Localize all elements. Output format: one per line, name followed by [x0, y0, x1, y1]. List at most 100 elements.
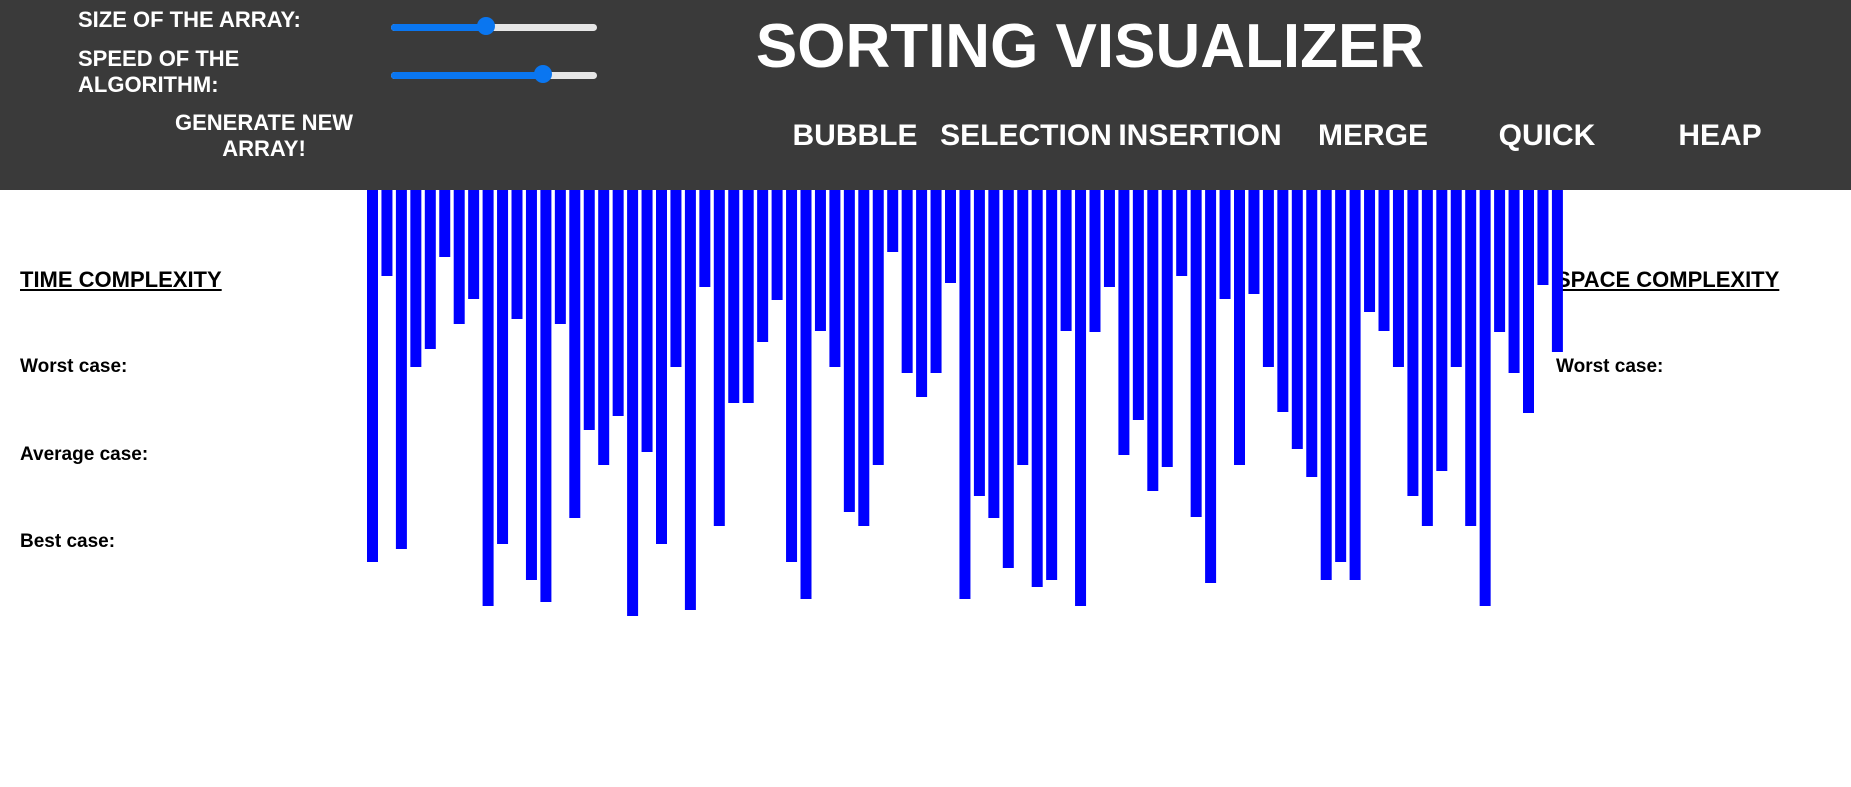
array-bar — [1277, 190, 1289, 412]
selection-sort-button[interactable]: SELECTION — [940, 119, 1112, 152]
array-bar — [1407, 190, 1419, 496]
array-bar — [554, 190, 566, 324]
array-bar — [583, 190, 595, 430]
array-bar — [916, 190, 928, 397]
generate-new-array-button[interactable]: GENERATE NEW ARRAY! — [164, 110, 364, 162]
array-bar — [959, 190, 971, 599]
array-bar — [699, 190, 711, 287]
array-size-slider-fill — [391, 24, 486, 31]
array-bar — [598, 190, 610, 465]
array-bar — [1364, 190, 1376, 312]
array-bar — [1089, 190, 1101, 332]
array-bar — [901, 190, 913, 373]
array-bar — [786, 190, 798, 562]
array-bar — [1262, 190, 1274, 367]
speed-slider-fill — [391, 72, 544, 79]
page-title: SORTING VISUALIZER — [755, 12, 1425, 81]
generate-button-line1: GENERATE NEW — [174, 110, 354, 135]
array-bar — [930, 190, 942, 373]
array-bar — [771, 190, 783, 300]
array-bar — [525, 190, 537, 580]
array-bar — [1219, 190, 1231, 299]
array-bar — [1060, 190, 1072, 331]
array-bar — [973, 190, 985, 496]
generate-button-line2: ARRAY! — [222, 136, 306, 161]
bubble-sort-button[interactable]: BUBBLE — [792, 119, 918, 152]
array-bar — [1046, 190, 1058, 580]
array-bar — [1103, 190, 1115, 287]
array-bar — [1537, 190, 1549, 285]
insertion-sort-button[interactable]: INSERTION — [1118, 119, 1282, 152]
array-bar — [1147, 190, 1159, 491]
array-bar — [627, 190, 639, 616]
array-bar — [1392, 190, 1404, 367]
array-bar — [887, 190, 899, 252]
array-bar — [945, 190, 956, 283]
array-bar — [728, 190, 740, 403]
heap-sort-button[interactable]: HEAP — [1678, 119, 1762, 152]
speed-label-line1: SPEED OF THE — [78, 46, 240, 71]
speed-slider[interactable] — [391, 65, 597, 85]
array-bar — [367, 190, 378, 562]
space-complexity-title: SPACE COMPLEXITY — [1556, 267, 1780, 292]
array-bar — [1349, 190, 1361, 580]
quick-sort-button[interactable]: QUICK — [1498, 119, 1596, 152]
array-bar — [1161, 190, 1173, 467]
array-bar — [843, 190, 855, 512]
array-bar — [1479, 190, 1491, 606]
array-bar — [1132, 190, 1144, 420]
speed-slider-thumb[interactable] — [534, 65, 553, 83]
array-bar — [1017, 190, 1029, 465]
array-bar — [540, 190, 552, 602]
array-bar — [1494, 190, 1506, 332]
array-size-label: SIZE OF THE ARRAY: — [78, 7, 301, 32]
array-bar — [1551, 190, 1563, 352]
array-bar — [1118, 190, 1130, 455]
merge-sort-button[interactable]: MERGE — [1317, 119, 1428, 152]
array-bar — [424, 190, 436, 349]
array-bar — [670, 190, 682, 367]
array-bar — [1450, 190, 1462, 367]
array-bar — [656, 190, 667, 544]
array-bar — [814, 190, 826, 331]
array-bar — [684, 190, 696, 610]
array-bar — [800, 190, 812, 599]
array-bar — [988, 190, 1000, 518]
array-bar — [1335, 190, 1347, 562]
array-bar — [1031, 190, 1043, 587]
array-bar — [872, 190, 884, 465]
array-bar — [1234, 190, 1245, 465]
time-average-case-label: Average case: — [20, 444, 149, 465]
array-bar — [395, 190, 407, 549]
speed-label: SPEED OF THE ALGORITHM: — [78, 46, 239, 98]
array-bar — [1291, 190, 1303, 449]
time-best-case-label: Best case: — [20, 531, 116, 552]
array-bar — [1421, 190, 1433, 526]
array-bar — [1436, 190, 1448, 471]
array-bar — [410, 190, 422, 367]
array-bar — [569, 190, 581, 518]
array-size-slider[interactable] — [391, 17, 597, 37]
speed-label-line2: ALGORITHM: — [78, 72, 219, 97]
array-size-slider-thumb[interactable] — [476, 17, 495, 35]
array-bar — [1075, 190, 1087, 606]
array-bar — [742, 190, 754, 403]
array-bar — [1190, 190, 1202, 517]
space-worst-case-label: Worst case: — [1556, 356, 1664, 377]
array-bar — [453, 190, 465, 324]
array-bar — [1523, 190, 1534, 413]
time-complexity-title: TIME COMPLEXITY — [20, 267, 222, 292]
array-bar — [381, 190, 393, 276]
array-bar — [1248, 190, 1260, 294]
array-bar — [1320, 190, 1332, 580]
array-bar — [439, 190, 451, 257]
array-bar — [1508, 190, 1520, 373]
array-bar — [511, 190, 523, 319]
array-bar — [497, 190, 509, 544]
time-worst-case-label: Worst case: — [20, 356, 128, 377]
array-bar — [829, 190, 841, 367]
array-bar — [1465, 190, 1477, 526]
array-bar — [612, 190, 624, 416]
array-bar — [1378, 190, 1390, 331]
